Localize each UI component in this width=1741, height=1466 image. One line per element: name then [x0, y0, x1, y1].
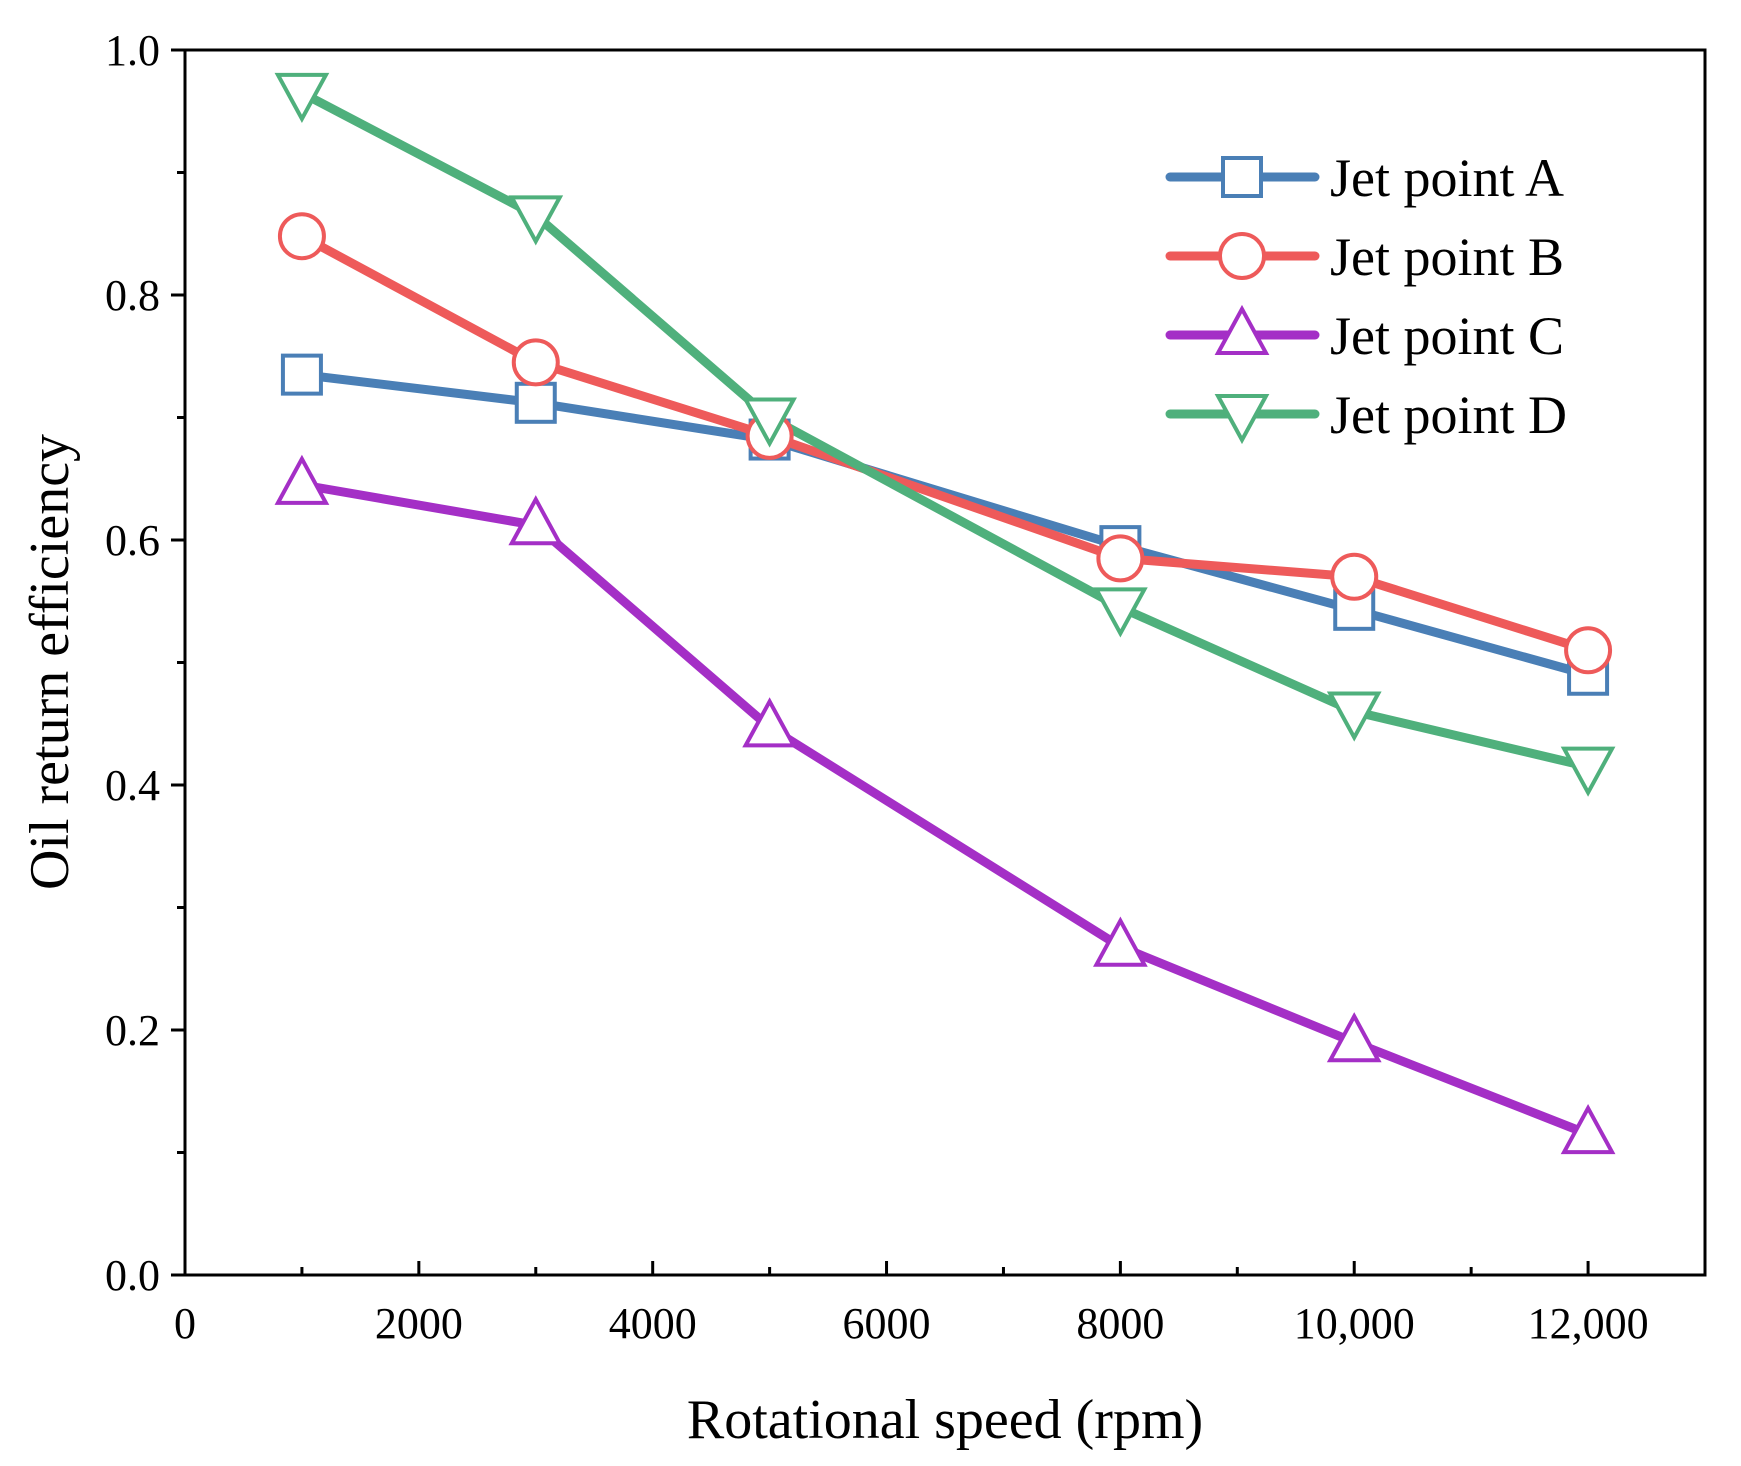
x-tick-label: 12,000: [1528, 1299, 1649, 1348]
x-axis-title: Rotational speed (rpm): [687, 1389, 1203, 1451]
data-point-series-2: [1564, 626, 1613, 675]
data-point-series-2: [1096, 534, 1145, 583]
y-tick-label: 1.0: [105, 26, 160, 75]
data-point-series-2: [277, 212, 326, 261]
x-tick-label: 6000: [843, 1299, 931, 1348]
legend-marker-4: [1214, 394, 1270, 445]
data-point-series-3: [508, 495, 564, 546]
data-point-series-1: [280, 353, 323, 396]
data-point-series-4: [1326, 691, 1382, 742]
data-point-series-3: [274, 454, 330, 505]
series-line-3: [297, 480, 1593, 1139]
legend-label-3: Jet point C: [1330, 306, 1564, 366]
legend-label-4: Jet point D: [1330, 385, 1567, 445]
x-tick-label: 0: [174, 1299, 196, 1348]
series-line-2: [297, 231, 1593, 655]
y-tick-label: 0.2: [105, 1006, 160, 1055]
data-point-series-4: [1093, 587, 1148, 638]
legend-marker-3: [1214, 304, 1270, 355]
legend-marker-2: [1218, 232, 1266, 280]
x-tick-label: 10,000: [1294, 1299, 1415, 1348]
legend-label-1: Jet point A: [1330, 148, 1564, 208]
data-point-series-4: [508, 195, 564, 246]
data-point-series-4: [1560, 746, 1616, 797]
series-line-4: [297, 88, 1593, 772]
data-point-series-2: [511, 338, 560, 387]
data-point-series-3: [742, 697, 797, 748]
y-tick-label: 0.8: [105, 271, 160, 320]
y-axis: 0.0 0.2 0.4 0.6 0.8 1.0: [105, 26, 185, 1300]
data-point-series-4: [742, 397, 797, 448]
x-tick-label: 8000: [1076, 1299, 1164, 1348]
data-point-series-4: [274, 72, 330, 124]
y-tick-label: 0.0: [105, 1251, 160, 1300]
x-tick-label: 2000: [375, 1299, 463, 1348]
y-tick-label: 0.6: [105, 516, 160, 565]
y-tick-label: 0.4: [105, 761, 160, 810]
legend-marker-1: [1221, 156, 1263, 198]
legend: Jet point A Jet point B Jet point C Jet poi…: [1165, 148, 1567, 445]
x-axis: 0 2000 4000 6000 8000 10,000 12,000: [174, 1261, 1649, 1348]
data-point-series-3: [1326, 1012, 1382, 1063]
data-point-series-3: [1560, 1103, 1616, 1155]
data-point-series-2: [1330, 552, 1379, 601]
y-axis-title: Oil return efficiency: [19, 434, 81, 890]
legend-label-2: Jet point B: [1330, 227, 1564, 287]
data-point-series-3: [1093, 916, 1148, 967]
series-layer: [274, 72, 1616, 1155]
data-point-series-1: [514, 381, 557, 424]
x-tick-label: 4000: [609, 1299, 697, 1348]
